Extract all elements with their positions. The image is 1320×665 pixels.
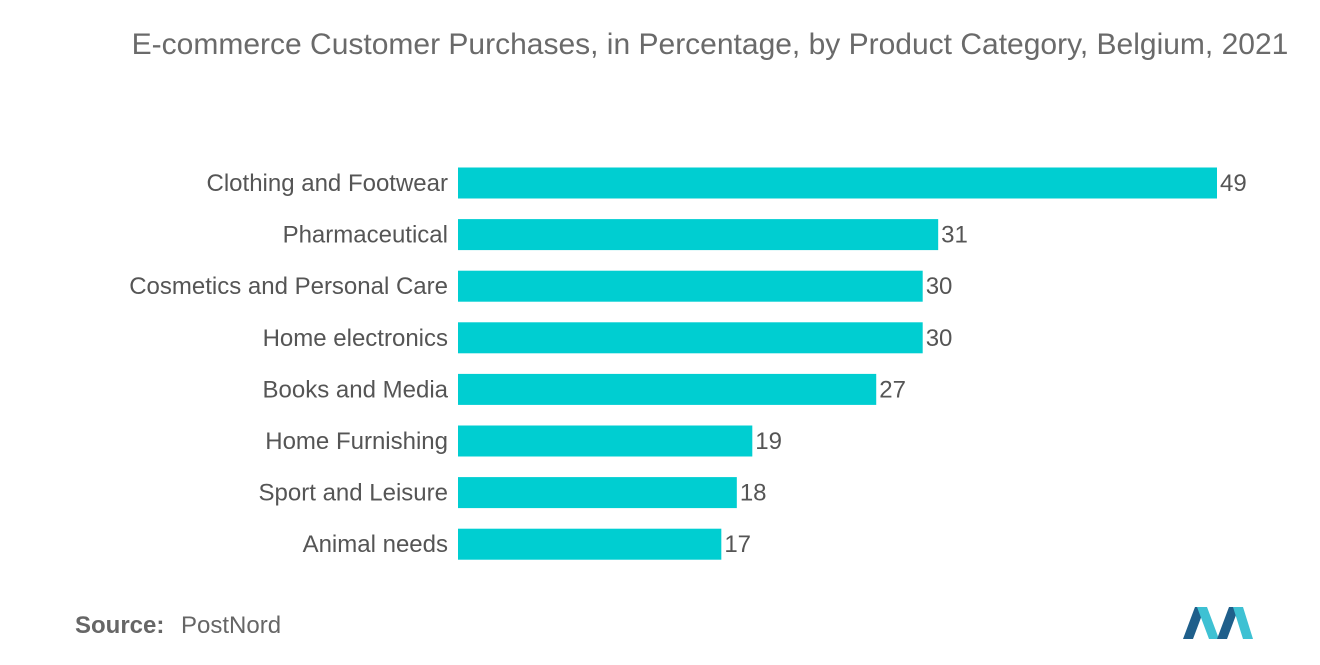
chart-title: E-commerce Customer Purchases, in Percen… — [131, 28, 1289, 61]
data-label: 49 — [1220, 170, 1247, 197]
source-value: PostNord — [181, 612, 282, 639]
category-label: Pharmaceutical — [283, 222, 448, 249]
category-label: Home Furnishing — [265, 428, 448, 455]
data-label: 17 — [724, 531, 751, 558]
data-label: 30 — [926, 273, 953, 300]
source-note: Source: PostNord — [75, 612, 281, 640]
data-label: 27 — [879, 376, 906, 403]
category-label: Home electronics — [263, 325, 448, 352]
data-label: 30 — [926, 325, 953, 352]
bar-chart: Clothing and Footwear 49 Pharmaceutical 31 C… — [129, 167, 1247, 560]
bar — [458, 270, 923, 302]
category-label: Clothing and Footwear — [207, 170, 448, 197]
category-label: Animal needs — [303, 531, 448, 558]
bar — [458, 425, 753, 457]
bar — [458, 219, 939, 251]
brand-logo-icon — [1183, 607, 1253, 639]
bar — [458, 322, 923, 354]
data-label: 18 — [740, 480, 767, 507]
bar — [458, 373, 877, 405]
bar — [458, 528, 722, 560]
category-label: Sport and Leisure — [259, 480, 448, 507]
category-label: Books and Media — [263, 376, 449, 403]
bar — [458, 167, 1217, 199]
data-label: 19 — [755, 428, 782, 455]
data-label: 31 — [941, 222, 968, 249]
bar — [458, 477, 737, 509]
source-label: Source: — [75, 612, 165, 639]
category-label: Cosmetics and Personal Care — [129, 273, 448, 300]
